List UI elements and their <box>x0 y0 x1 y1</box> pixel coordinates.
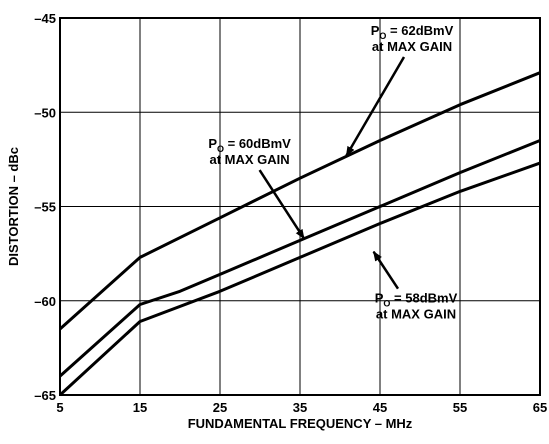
y-tick-label: –50 <box>34 105 56 120</box>
annotation-line2: at MAX GAIN <box>376 307 456 322</box>
annotation-arrow <box>372 250 400 290</box>
series-line <box>58 71 541 331</box>
annotation-line1: PO = 62dBmV <box>371 23 454 41</box>
y-tick-label: –65 <box>34 388 56 403</box>
x-tick-label: 45 <box>373 400 387 415</box>
y-tick-label: –60 <box>34 294 56 309</box>
y-tick-label: –55 <box>34 200 56 215</box>
series-group <box>58 71 541 397</box>
x-tick-label: 55 <box>453 400 467 415</box>
x-axis-title: FUNDAMENTAL FREQUENCY – MHz <box>188 416 413 431</box>
annotation-line1: PO = 60dBmV <box>208 136 291 154</box>
x-tick-label: 5 <box>56 400 63 415</box>
tick-labels: 5 15 25 35 45 55 65 –65 –60 –55 –50 –45 <box>34 11 547 415</box>
annotation-line2: at MAX GAIN <box>372 39 452 54</box>
series-line <box>58 139 541 378</box>
x-tick-label: 15 <box>133 400 147 415</box>
plot-frame <box>59 17 541 396</box>
x-tick-label: 65 <box>533 400 547 415</box>
annotation-arrow <box>258 169 306 240</box>
y-tick-label: –45 <box>34 11 56 26</box>
series-line <box>58 161 541 397</box>
annotation-arrow <box>345 56 406 157</box>
y-axis-title: DISTORTION – dBc <box>6 147 21 266</box>
annotation-line2: at MAX GAIN <box>210 152 290 167</box>
x-tick-label: 25 <box>213 400 227 415</box>
annotation-line1: PO = 58dBmV <box>375 291 458 309</box>
grid <box>60 18 540 395</box>
x-tick-label: 35 <box>293 400 307 415</box>
